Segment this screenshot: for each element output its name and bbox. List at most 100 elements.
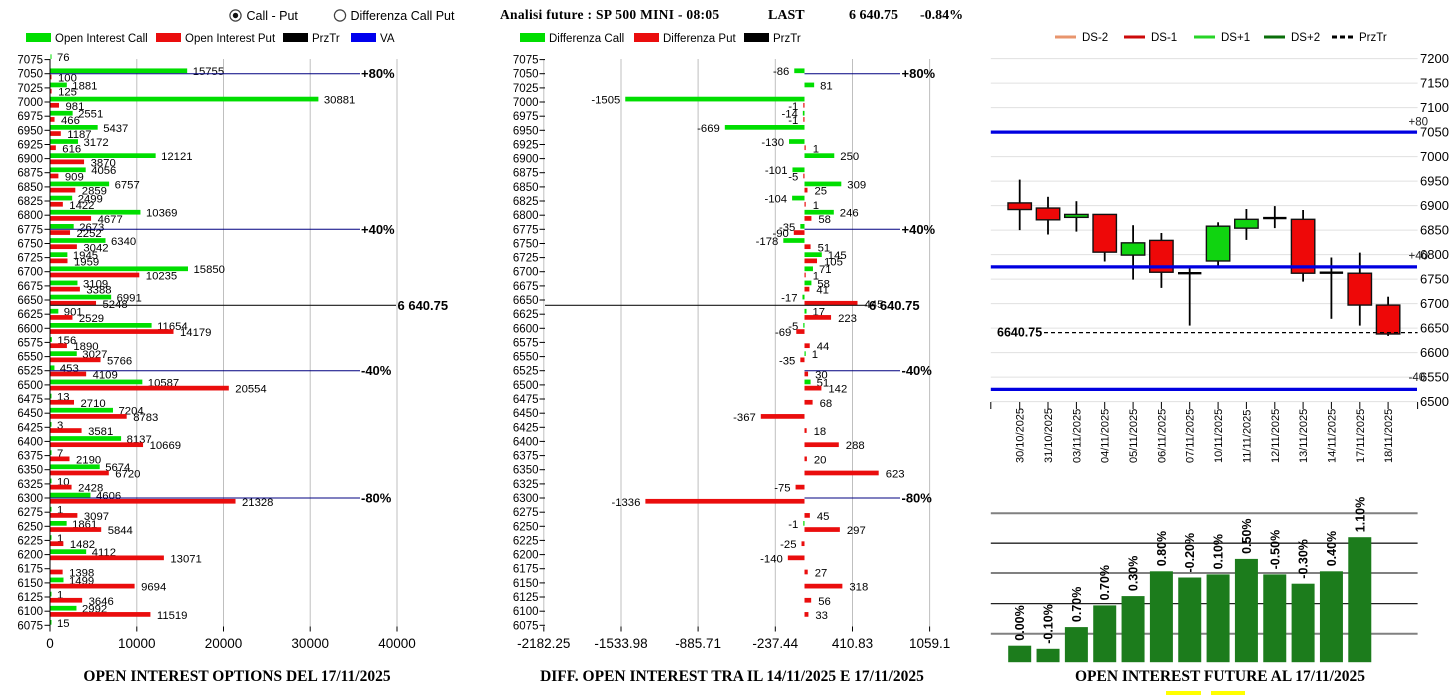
svg-text:-1505: -1505 [591, 95, 620, 107]
svg-text:1: 1 [813, 143, 819, 155]
svg-text:6900: 6900 [513, 154, 539, 166]
svg-text:445: 445 [865, 299, 884, 311]
svg-text:-0.50%: -0.50% [1268, 530, 1282, 570]
svg-text:6075: 6075 [17, 620, 43, 632]
svg-text:6450: 6450 [513, 408, 539, 420]
svg-text:-86: -86 [773, 66, 789, 78]
svg-text:1: 1 [812, 349, 818, 361]
svg-text:3097: 3097 [84, 511, 109, 523]
svg-text:2710: 2710 [81, 398, 106, 410]
svg-text:06/11/2025: 06/11/2025 [1156, 409, 1168, 463]
svg-text:-80%: -80% [902, 491, 933, 506]
svg-text:6720: 6720 [115, 469, 140, 481]
svg-text:6650: 6650 [1420, 321, 1449, 336]
svg-text:0.70%: 0.70% [1098, 565, 1112, 600]
svg-text:30/10/2025: 30/10/2025 [1015, 408, 1027, 463]
svg-text:125: 125 [58, 87, 77, 99]
svg-text:-1: -1 [788, 101, 798, 113]
svg-text:4677: 4677 [98, 214, 123, 226]
svg-text:5437: 5437 [103, 123, 128, 135]
svg-text:1890: 1890 [73, 341, 98, 353]
svg-text:-14: -14 [781, 109, 797, 121]
svg-text:6600: 6600 [513, 323, 539, 335]
svg-text:6375: 6375 [17, 451, 43, 463]
svg-text:-40%: -40% [902, 363, 933, 378]
svg-text:LAST: LAST [768, 8, 805, 23]
svg-text:6675: 6675 [17, 281, 43, 293]
svg-text:-80%: -80% [361, 491, 392, 506]
svg-text:6250: 6250 [17, 521, 43, 533]
svg-text:17/11/2025: 17/11/2025 [1355, 409, 1367, 463]
svg-text:6150: 6150 [17, 578, 43, 590]
svg-text:145: 145 [828, 250, 847, 262]
svg-text:DS-2: DS-2 [1082, 32, 1108, 44]
svg-text:297: 297 [847, 525, 866, 537]
svg-text:+80%: +80% [361, 66, 395, 81]
svg-text:5766: 5766 [107, 355, 132, 367]
svg-text:-5: -5 [788, 321, 798, 333]
svg-text:6200: 6200 [513, 550, 539, 562]
svg-text:+40%: +40% [902, 222, 936, 237]
svg-text:-1533.98: -1533.98 [594, 636, 647, 651]
svg-text:05/11/2025: 05/11/2025 [1128, 409, 1140, 463]
svg-text:6750: 6750 [1420, 272, 1449, 287]
svg-text:6150: 6150 [513, 578, 539, 590]
svg-text:1: 1 [813, 271, 819, 283]
svg-text:6700: 6700 [513, 267, 539, 279]
svg-text:6075: 6075 [513, 620, 539, 632]
svg-text:6450: 6450 [17, 408, 43, 420]
svg-text:1059.1: 1059.1 [909, 636, 950, 651]
svg-text:6 640.75: 6 640.75 [398, 298, 449, 313]
svg-text:-35: -35 [779, 355, 795, 367]
svg-text:30881: 30881 [324, 95, 355, 107]
svg-text:288: 288 [846, 440, 865, 452]
svg-text:309: 309 [847, 179, 866, 191]
svg-text:15755: 15755 [193, 66, 224, 78]
svg-text:6825: 6825 [17, 196, 43, 208]
svg-text:PrzTr: PrzTr [1359, 32, 1387, 44]
svg-text:6750: 6750 [17, 239, 43, 251]
svg-text:6500: 6500 [513, 380, 539, 392]
svg-text:-0.10%: -0.10% [1042, 604, 1056, 644]
svg-text:7025: 7025 [513, 83, 539, 95]
svg-text:250: 250 [840, 151, 859, 163]
svg-text:4109: 4109 [93, 370, 118, 382]
svg-text:56: 56 [818, 596, 831, 608]
svg-text:+80%: +80% [902, 66, 936, 81]
svg-text:246: 246 [840, 208, 859, 220]
svg-text:6325: 6325 [17, 479, 43, 491]
svg-text:6650: 6650 [17, 295, 43, 307]
svg-text:3581: 3581 [88, 426, 113, 438]
svg-text:6275: 6275 [17, 507, 43, 519]
svg-text:10669: 10669 [150, 440, 181, 452]
svg-text:-140: -140 [760, 553, 783, 565]
svg-text:7075: 7075 [17, 55, 43, 67]
svg-text:5674: 5674 [105, 462, 130, 474]
svg-text:+80: +80 [1409, 117, 1429, 129]
svg-text:6950: 6950 [17, 125, 43, 137]
svg-text:6375: 6375 [513, 451, 539, 463]
svg-text:6500: 6500 [17, 380, 43, 392]
svg-text:12/11/2025: 12/11/2025 [1270, 409, 1282, 463]
svg-text:1422: 1422 [69, 200, 94, 212]
svg-text:-0.30%: -0.30% [1297, 539, 1311, 579]
svg-text:6 640.75: 6 640.75 [869, 298, 920, 313]
svg-text:2551: 2551 [78, 109, 103, 121]
svg-text:6875: 6875 [17, 168, 43, 180]
svg-text:6275: 6275 [513, 507, 539, 519]
svg-text:76: 76 [57, 52, 70, 64]
svg-text:10/11/2025: 10/11/2025 [1213, 409, 1225, 463]
svg-text:6425: 6425 [513, 422, 539, 434]
svg-text:VA: VA [380, 33, 395, 45]
svg-text:41: 41 [816, 285, 829, 297]
svg-text:3646: 3646 [89, 596, 114, 608]
svg-text:27: 27 [815, 568, 828, 580]
svg-text:PrzTr: PrzTr [312, 33, 340, 45]
svg-text:1: 1 [813, 200, 819, 212]
svg-text:30: 30 [815, 370, 828, 382]
svg-text:45: 45 [817, 511, 830, 523]
svg-text:7000: 7000 [1420, 149, 1449, 164]
svg-text:0.50%: 0.50% [1240, 518, 1254, 553]
svg-text:6400: 6400 [513, 436, 539, 448]
svg-text:6550: 6550 [1420, 370, 1449, 385]
